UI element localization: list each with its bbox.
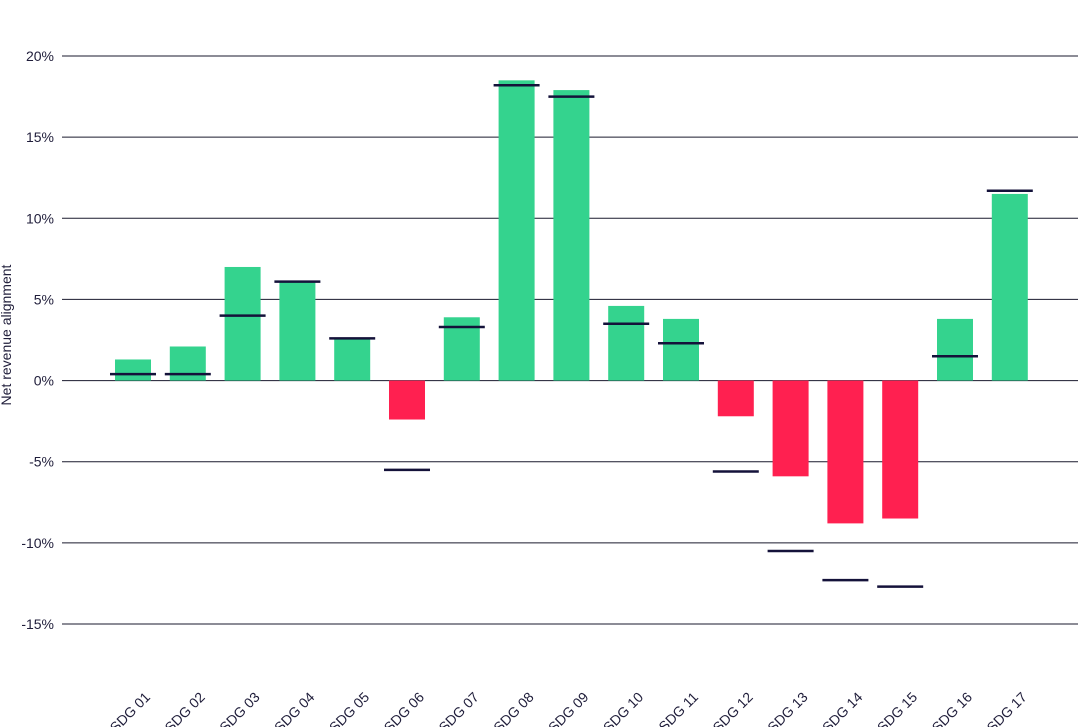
bar — [608, 305, 645, 381]
x-axis-ticks: SDG 01 SDG 02 SDG 03 SDG 04 SDG 05 SDG 06 SDG … — [107, 689, 1030, 727]
x-tick-label: SDG 09 — [545, 689, 592, 727]
y-tick-label: 20% — [26, 48, 54, 64]
markers — [110, 83, 1033, 588]
bar — [772, 380, 809, 477]
x-tick-label: SDG 17 — [983, 689, 1030, 727]
x-tick-label: SDG 15 — [874, 689, 921, 727]
x-tick-label: SDG 11 — [655, 689, 701, 727]
bar — [224, 266, 261, 381]
bar — [498, 80, 535, 381]
bar — [991, 193, 1028, 381]
bar — [827, 380, 864, 524]
bar — [663, 318, 699, 381]
x-tick-label: SDG 06 — [381, 689, 428, 727]
y-tick-label: 15% — [26, 129, 54, 145]
x-tick-label: SDG 14 — [819, 689, 866, 727]
y-tick-label: 10% — [26, 210, 54, 226]
x-tick-label: SDG 10 — [600, 689, 647, 727]
x-tick-label: SDG 13 — [764, 689, 811, 727]
x-tick-label: SDG 03 — [216, 689, 263, 727]
y-axis-ticks: 20% 15% 10% 5% 0% -5% -10% -15% — [21, 48, 54, 632]
x-tick-label: SDG 04 — [271, 689, 318, 727]
x-tick-label: SDG 08 — [490, 689, 537, 727]
x-tick-label: SDG 16 — [929, 689, 976, 727]
bar — [334, 338, 371, 381]
bar — [882, 380, 919, 519]
bar — [937, 318, 973, 381]
bars — [115, 80, 1028, 524]
y-tick-label: 5% — [34, 291, 54, 307]
y-tick-label: -15% — [21, 616, 54, 632]
x-tick-label: SDG 12 — [709, 689, 756, 727]
bar — [279, 281, 316, 381]
y-tick-label: -5% — [29, 454, 54, 470]
y-tick-label: 0% — [34, 373, 54, 389]
y-axis-label: Net revenue alignment — [0, 264, 14, 405]
bar — [717, 380, 754, 417]
bar — [553, 90, 590, 381]
x-tick-label: SDG 05 — [326, 689, 373, 727]
x-tick-label: SDG 02 — [161, 689, 208, 727]
x-tick-label: SDG 01 — [107, 689, 154, 727]
y-tick-label: -10% — [21, 535, 54, 551]
x-tick-label: SDG 07 — [435, 689, 482, 727]
bar — [389, 380, 425, 420]
bar — [169, 346, 206, 381]
bar — [115, 359, 151, 381]
